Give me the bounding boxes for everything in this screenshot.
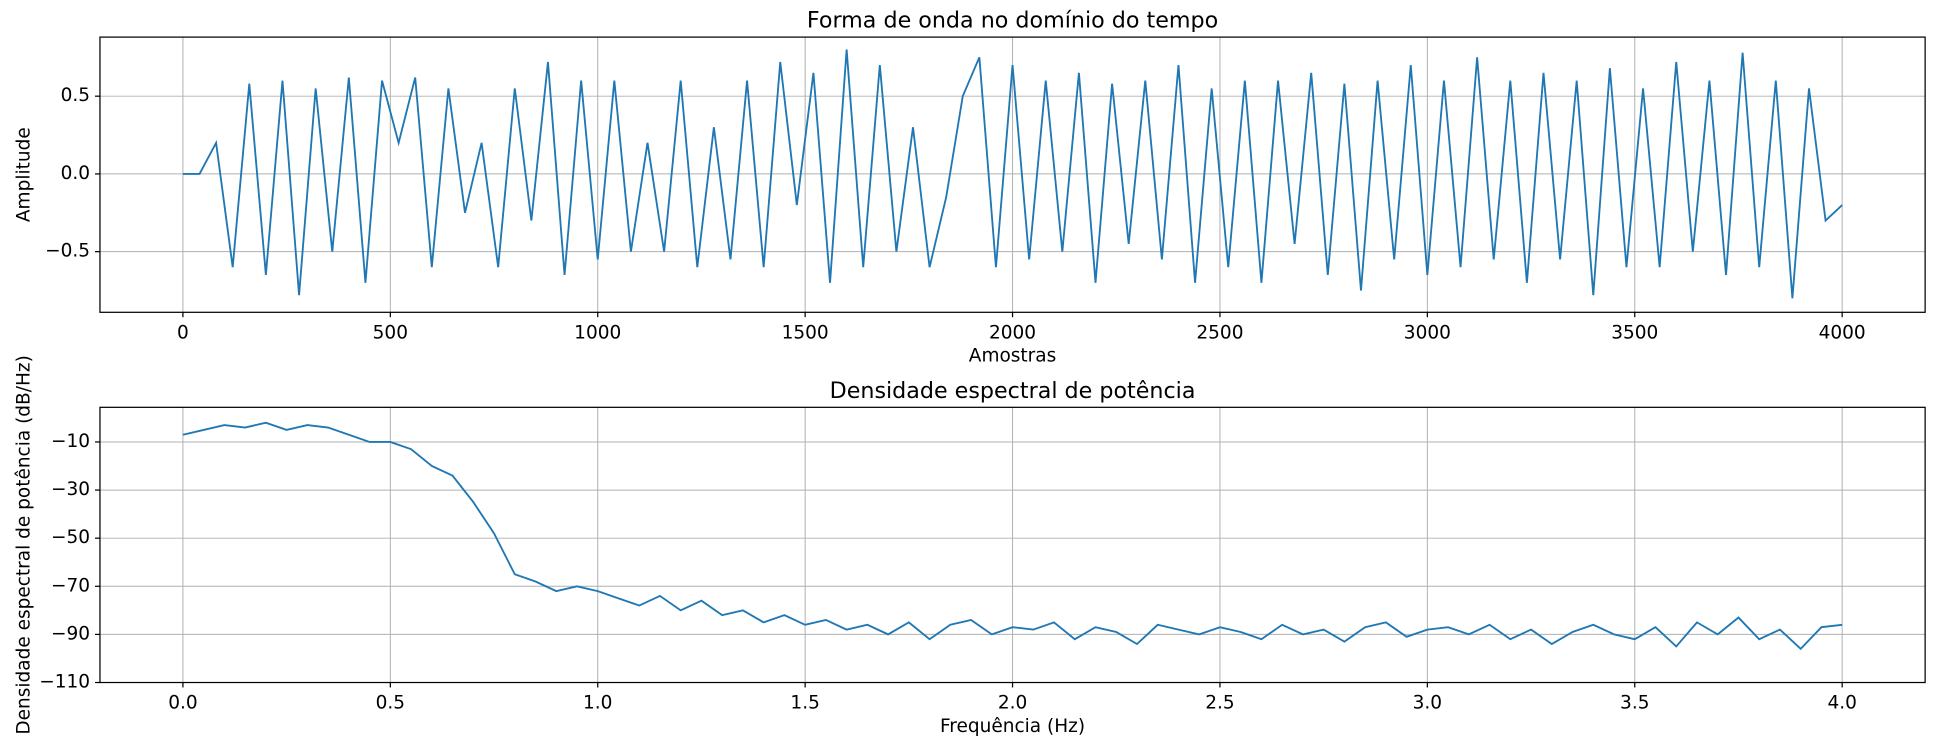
y-tick-label: −110 bbox=[39, 672, 90, 693]
x-tick-label: 2000 bbox=[989, 322, 1036, 343]
x-tick-label: 4000 bbox=[1819, 322, 1866, 343]
y-tick-label: −90 bbox=[51, 623, 90, 644]
y-tick-label: −10 bbox=[51, 431, 90, 452]
y-tick-label: −70 bbox=[51, 575, 90, 596]
y-axis-label: Amplitude bbox=[14, 127, 35, 222]
x-tick-label: 1000 bbox=[574, 322, 621, 343]
y-tick-label: −50 bbox=[51, 527, 90, 548]
x-tick-label: 3000 bbox=[1404, 322, 1451, 343]
y-tick-label: 0.0 bbox=[61, 163, 90, 184]
x-tick-label: 500 bbox=[373, 322, 408, 343]
x-tick-label: 1.5 bbox=[790, 692, 819, 713]
x-tick-label: 0.5 bbox=[376, 692, 405, 713]
x-tick-label: 0 bbox=[177, 322, 189, 343]
chart-title: Densidade espectral de potência bbox=[830, 378, 1196, 404]
x-tick-label: 1500 bbox=[782, 322, 829, 343]
x-tick-label: 2.0 bbox=[998, 692, 1027, 713]
x-tick-label: 2.5 bbox=[1205, 692, 1234, 713]
x-tick-label: 2500 bbox=[1196, 322, 1243, 343]
x-axis-label: Frequência (Hz) bbox=[940, 716, 1085, 737]
x-tick-label: 0.0 bbox=[168, 692, 197, 713]
x-tick-label: 3500 bbox=[1611, 322, 1658, 343]
x-tick-label: 3.5 bbox=[1620, 692, 1649, 713]
axes-frame bbox=[99, 36, 1926, 313]
x-axis-label: Amostras bbox=[969, 346, 1056, 367]
y-tick-label: −0.5 bbox=[45, 241, 90, 262]
y-tick-label: 0.5 bbox=[61, 85, 90, 106]
data-line bbox=[182, 421, 1843, 651]
chart-title: Forma de onda no domínio do tempo bbox=[807, 8, 1218, 34]
y-tick-label: −30 bbox=[51, 479, 90, 500]
x-tick-label: 3.0 bbox=[1413, 692, 1442, 713]
axes-frame bbox=[99, 406, 1926, 684]
x-tick-label: 1.0 bbox=[583, 692, 612, 713]
data-line bbox=[182, 49, 1843, 299]
y-axis-label: Densidade espectral de potência (dB/Hz) bbox=[14, 355, 35, 734]
x-tick-label: 4.0 bbox=[1827, 692, 1856, 713]
